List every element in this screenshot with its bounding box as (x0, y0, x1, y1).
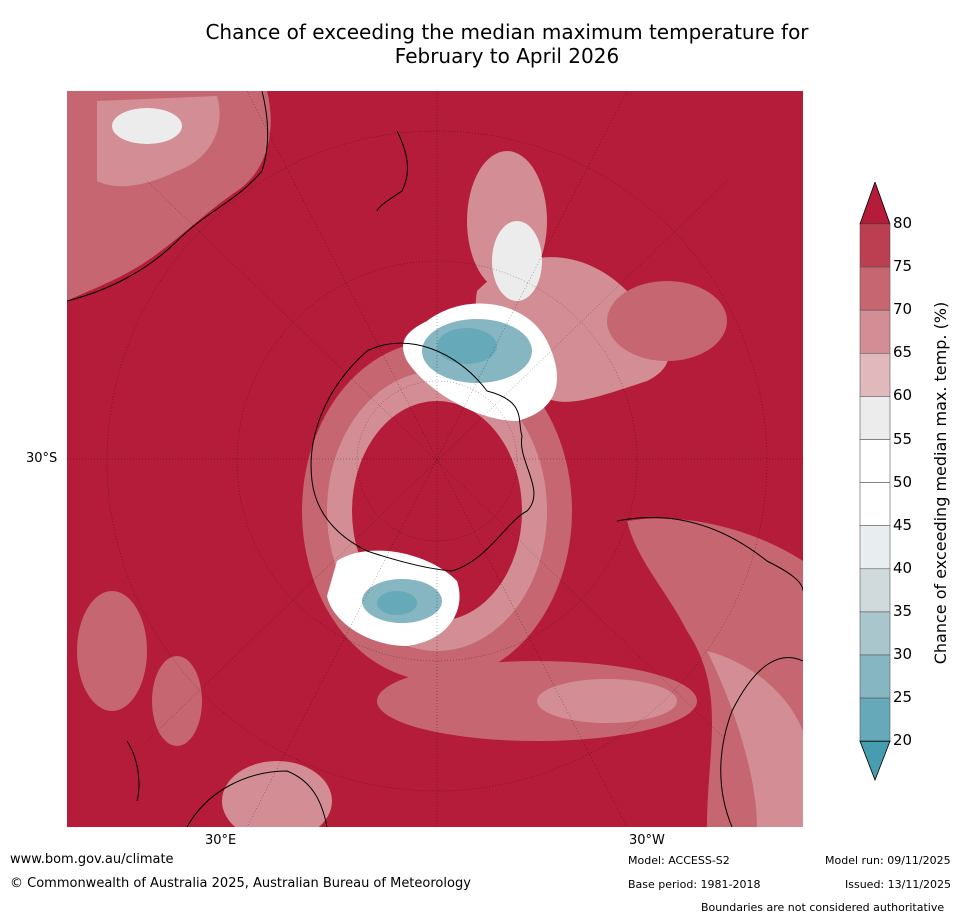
copyright-text: © Commonwealth of Australia 2025, Austra… (10, 876, 471, 891)
colorbar-tick-label: 30 (893, 645, 913, 663)
colorbar-swatch (859, 525, 891, 570)
website-link[interactable]: www.bom.gov.au/climate (10, 852, 174, 867)
probability-map (67, 91, 803, 827)
graticule-circle-mid (236, 260, 638, 662)
contour-region-south-america-inner (707, 651, 803, 827)
graticule-meridian-steep-2 (246, 91, 628, 827)
colorbar-swatch (859, 611, 891, 656)
colorbar-tick-label: 70 (893, 300, 913, 319)
map-title: Chance of exceeding the median maximum t… (67, 20, 947, 68)
contour-region-east (607, 281, 727, 361)
latitude-label-30s: 30°S (26, 451, 58, 466)
contour-blue-patch-weddell-core (437, 328, 497, 364)
colorbar-swatch (859, 309, 891, 354)
colorbar-tick-label: 65 (893, 343, 913, 362)
colorbar-tick-label: 40 (893, 558, 913, 577)
boundaries-disclaimer: Boundaries are not considered authoritat… (701, 901, 945, 914)
longitude-label-30e: 30°E (205, 833, 237, 848)
colorbar-tick-label: 80 (893, 214, 913, 232)
coastline-australia (186, 770, 328, 827)
colorbar-tick-label: 20 (893, 731, 913, 750)
longitude-label-30w: 30°W (629, 833, 665, 848)
contour-region-left-blob (152, 656, 202, 746)
contour-region-leftmid (77, 591, 147, 711)
coastline-south-america (616, 516, 803, 827)
contour-region-north-plume-white (492, 221, 542, 301)
contour-blue-patch-ross-core (377, 591, 417, 615)
colorbar-tick-label: 55 (893, 429, 913, 448)
colorbar-tick-label: 50 (893, 472, 913, 491)
model-run-date: Model run: 09/11/2025 (825, 854, 951, 867)
colorbar (859, 182, 891, 782)
colorbar-tick-label: 60 (893, 386, 913, 405)
colorbar-extend-bottom (859, 740, 891, 782)
colorbar-label: Chance of exceeding median max. temp. (%… (931, 301, 950, 665)
coastline-new-zealand (376, 130, 408, 212)
colorbar-tick-label: 25 (893, 688, 913, 707)
colorbar-swatch (859, 353, 891, 397)
colorbar-swatch (859, 396, 891, 440)
issued-date: Issued: 13/11/2025 (845, 878, 952, 891)
colorbar-tick-label: 45 (893, 515, 913, 534)
title-line-2: February to April 2026 (394, 44, 620, 68)
colorbar-swatch (859, 223, 891, 268)
contour-region-south-band-inner (537, 679, 677, 723)
coastline-madagascar (126, 740, 140, 802)
colorbar-swatch (859, 654, 891, 699)
colorbar-tick-label: 75 (893, 257, 913, 276)
colorbar-tick-label: 35 (893, 601, 913, 620)
contour-region-australia (222, 761, 332, 827)
colorbar-swatch (859, 266, 891, 311)
colorbar-swatch (859, 482, 891, 527)
model-name: Model: ACCESS-S2 (628, 854, 730, 867)
colorbar-swatch (859, 697, 891, 742)
contour-region-topleft-peak (112, 108, 182, 144)
base-period: Base period: 1981-2018 (628, 878, 761, 891)
coastline-antarctica (310, 342, 535, 572)
colorbar-extend-top (859, 182, 891, 225)
graticule-circle-inner (356, 380, 518, 542)
colorbar-swatch (859, 439, 891, 483)
title-line-1: Chance of exceeding the median maximum t… (205, 20, 809, 44)
colorbar-swatch (859, 568, 891, 613)
